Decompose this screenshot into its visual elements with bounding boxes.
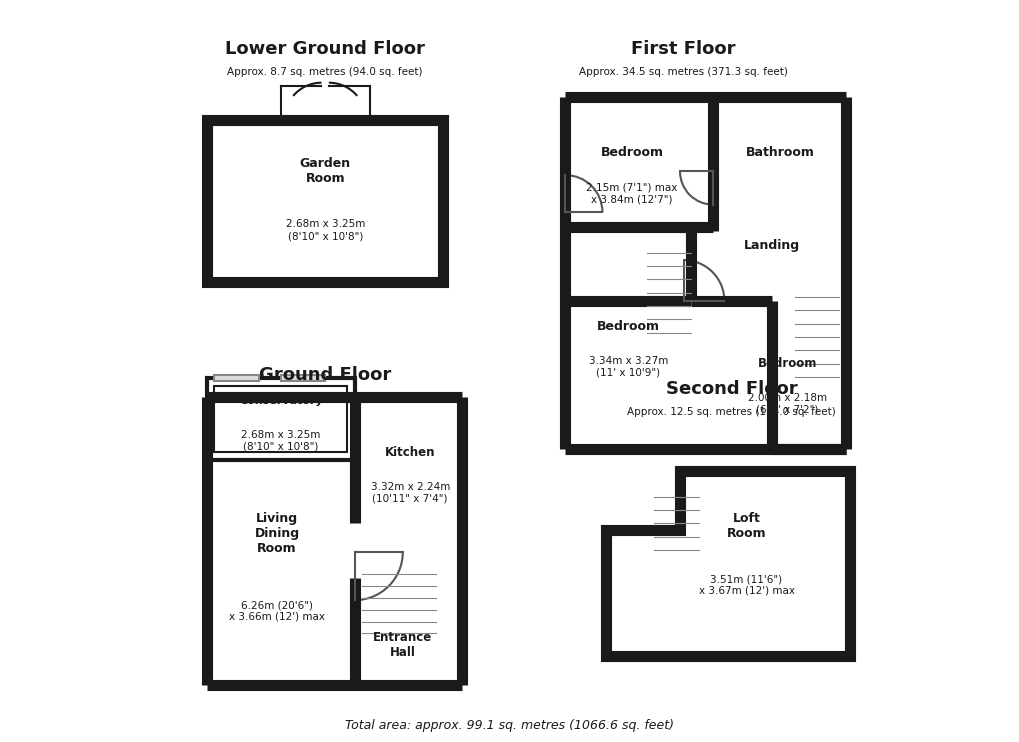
Bar: [207, 119, 443, 282]
Bar: [843, 356, 849, 393]
Bar: [204, 556, 210, 608]
Text: Approx. 34.5 sq. metres (371.3 sq. feet): Approx. 34.5 sq. metres (371.3 sq. feet): [579, 67, 788, 76]
Text: 2.00m x 2.18m
(6'7" x 7'2"): 2.00m x 2.18m (6'7" x 7'2"): [747, 393, 826, 415]
Text: Kitchen: Kitchen: [384, 446, 435, 459]
Text: Ground Floor: Ground Floor: [259, 366, 391, 384]
Text: 3.51m (11'6")
x 3.67m (12') max: 3.51m (11'6") x 3.67m (12') max: [698, 574, 794, 596]
Text: 3.32m x 2.24m
(10'11" x 7'4"): 3.32m x 2.24m (10'11" x 7'4"): [370, 482, 449, 504]
Text: Total area: approx. 99.1 sq. metres (1066.6 sq. feet): Total area: approx. 99.1 sq. metres (106…: [345, 719, 674, 732]
Text: 6.26m (20'6")
x 3.66m (12') max: 6.26m (20'6") x 3.66m (12') max: [229, 600, 325, 622]
Text: Bedroom: Bedroom: [600, 146, 662, 160]
Bar: [214, 386, 347, 453]
Text: Entrance
Hall: Entrance Hall: [373, 631, 432, 658]
Bar: [207, 378, 355, 460]
Text: Bathroom: Bathroom: [745, 146, 813, 160]
Bar: [561, 289, 568, 334]
Text: Living
Dining
Room: Living Dining Room: [255, 512, 300, 555]
Text: Approx. 8.7 sq. metres (94.0 sq. feet): Approx. 8.7 sq. metres (94.0 sq. feet): [227, 67, 423, 76]
Polygon shape: [605, 470, 849, 656]
Bar: [373, 394, 425, 400]
Text: 3.34m x 3.27m
(11' x 10'9"): 3.34m x 3.27m (11' x 10'9"): [588, 356, 667, 378]
Text: Bedroom: Bedroom: [596, 320, 659, 333]
Bar: [236, 394, 310, 400]
Text: 2.68m x 3.25m
(8'10" x 10'8"): 2.68m x 3.25m (8'10" x 10'8"): [285, 220, 365, 241]
Text: Garden
Room: Garden Room: [300, 157, 351, 186]
Text: Conservatory: Conservatory: [238, 395, 322, 406]
Text: Approx. 43.4 sq. metres (467.4 sq. feet): Approx. 43.4 sq. metres (467.4 sq. feet): [220, 392, 429, 402]
Text: 2.68m x 3.25m
(8'10" x 10'8"): 2.68m x 3.25m (8'10" x 10'8"): [240, 430, 320, 452]
Text: First Floor: First Floor: [631, 40, 736, 59]
Text: Loft
Room: Loft Room: [726, 512, 765, 540]
Bar: [280, 375, 325, 381]
Bar: [214, 375, 259, 381]
Text: Approx. 12.5 sq. metres (134.0 sq. feet): Approx. 12.5 sq. metres (134.0 sq. feet): [627, 407, 836, 417]
Text: Lower Ground Floor: Lower Ground Floor: [225, 40, 425, 59]
Text: Second Floor: Second Floor: [665, 381, 797, 398]
Text: 2.15m (7'1") max
x 3.84m (12'7"): 2.15m (7'1") max x 3.84m (12'7"): [586, 183, 677, 204]
Bar: [561, 390, 568, 434]
Text: Bedroom: Bedroom: [757, 357, 816, 370]
Text: Landing: Landing: [744, 239, 800, 252]
Bar: [680, 94, 723, 100]
Bar: [587, 94, 661, 100]
